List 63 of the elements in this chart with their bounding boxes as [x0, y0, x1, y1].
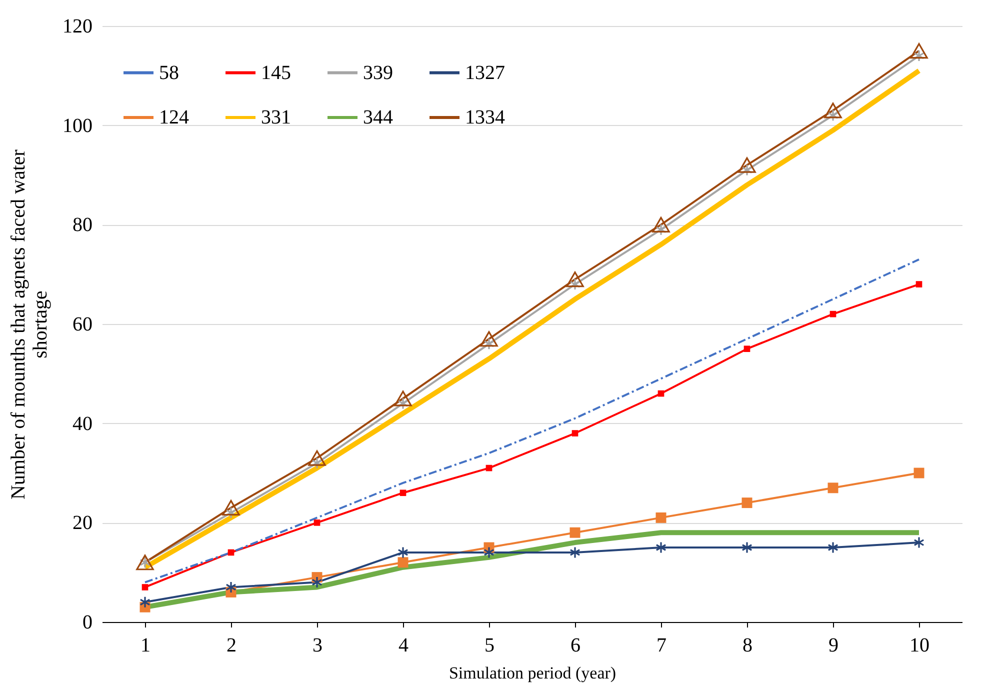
- point: [910, 43, 928, 59]
- x-tick-label: 10: [910, 634, 930, 656]
- point: [136, 554, 154, 570]
- x-tick-label: 1: [140, 634, 150, 656]
- point: [394, 390, 412, 406]
- point: [222, 500, 240, 516]
- point: [652, 216, 670, 232]
- point: [914, 468, 924, 478]
- point: [914, 536, 924, 549]
- point: [312, 576, 322, 588]
- point: [228, 549, 234, 556]
- point: [572, 430, 578, 436]
- x-tick-label: 6: [570, 634, 580, 656]
- point: [226, 581, 236, 594]
- x-axis-title: Simulation period (year): [448, 664, 616, 682]
- point: [570, 546, 580, 559]
- y-tick-label: 20: [72, 512, 92, 534]
- point: [400, 490, 406, 496]
- x-tick-label: 5: [484, 634, 494, 656]
- point: [480, 331, 498, 347]
- point: [828, 541, 838, 554]
- x-tick-label: 7: [656, 634, 666, 656]
- point: [142, 584, 148, 590]
- x-tick-label: 2: [226, 634, 236, 656]
- point: [658, 390, 664, 397]
- point: [744, 346, 750, 352]
- legend-label: 344: [363, 106, 393, 128]
- point: [742, 541, 752, 554]
- point: [824, 102, 842, 118]
- y-tick-label: 80: [72, 214, 92, 236]
- legend-label: 124: [159, 106, 189, 128]
- point: [486, 464, 492, 472]
- y-tick-label: 100: [62, 114, 92, 137]
- point: [398, 557, 408, 568]
- point: [308, 450, 326, 466]
- point: [140, 596, 150, 608]
- y-tick-label: 0: [82, 612, 92, 634]
- point: [828, 482, 838, 494]
- legend-label: 1327: [465, 62, 505, 84]
- legend-label: 145: [261, 62, 291, 84]
- y-axis-title: Number of mounths that agnets faced water shortage: [8, 149, 52, 500]
- legend-label: 331: [261, 106, 291, 128]
- point: [656, 541, 666, 554]
- point: [916, 281, 922, 288]
- x-tick-label: 3: [312, 634, 322, 656]
- point: [314, 520, 320, 526]
- point: [570, 527, 580, 538]
- point: [484, 546, 494, 559]
- x-tick-label: 9: [828, 634, 838, 656]
- point: [742, 498, 752, 508]
- point: [566, 272, 584, 288]
- x-tick-label: 8: [742, 634, 752, 656]
- point: [656, 512, 666, 523]
- y-tick-label: 60: [72, 314, 92, 336]
- point: [738, 157, 756, 173]
- point: [398, 546, 408, 559]
- point: [830, 310, 836, 318]
- y-tick-label: 40: [72, 412, 92, 435]
- x-tick-label: 4: [398, 634, 408, 656]
- legend-label: 339: [363, 62, 393, 84]
- y-tick-label: 120: [62, 16, 92, 38]
- legend-label: 58: [159, 62, 179, 84]
- legend-label: 1334: [465, 106, 505, 128]
